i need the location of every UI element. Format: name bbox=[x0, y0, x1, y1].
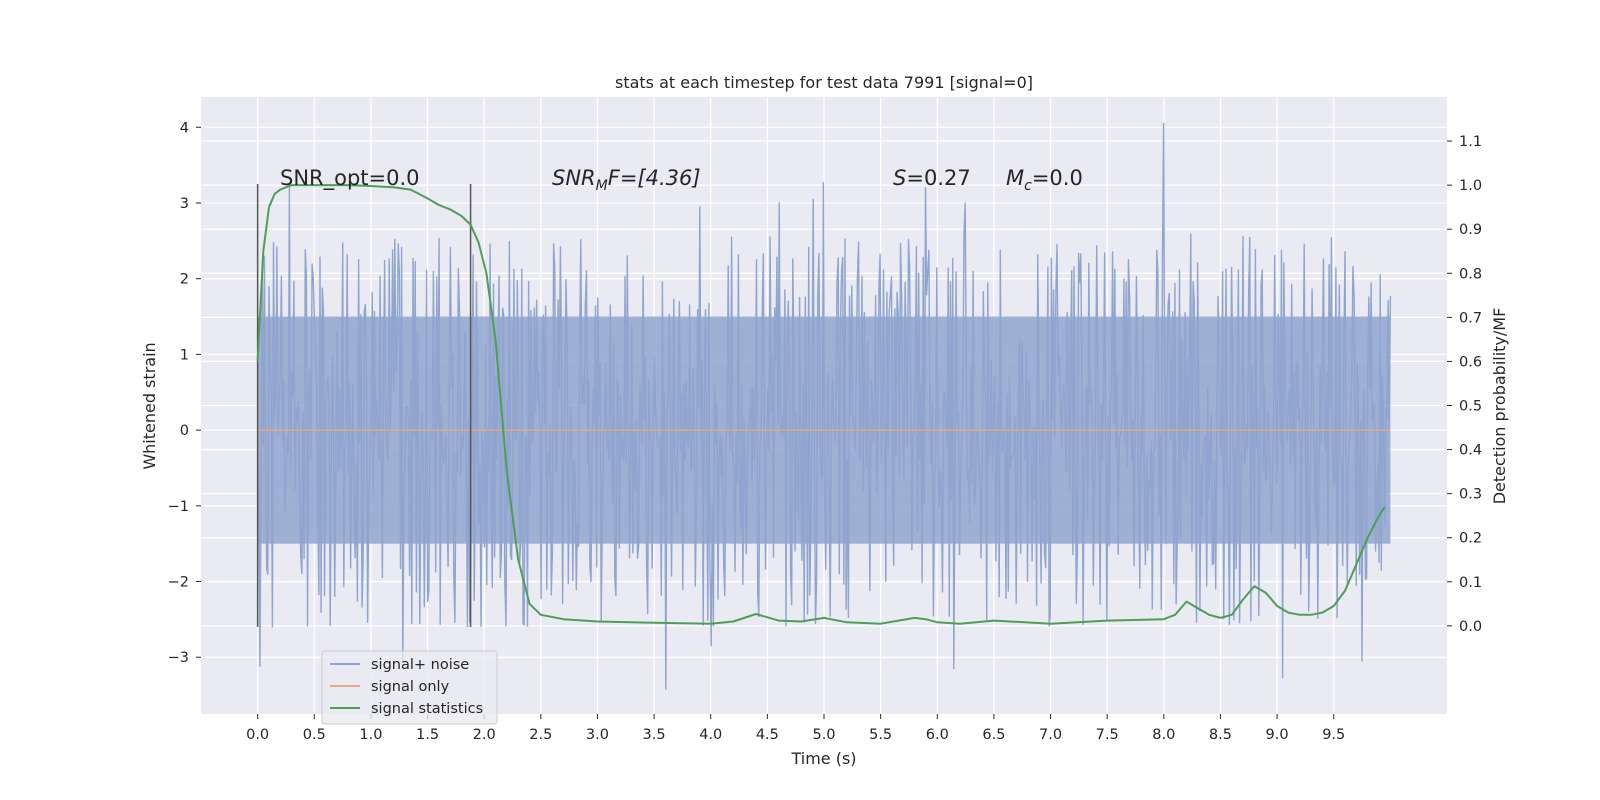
x-tick-label: 6.5 bbox=[982, 727, 1005, 743]
x-tick-label: 5.0 bbox=[812, 727, 835, 743]
y2-tick-label: 0.5 bbox=[1459, 399, 1482, 415]
y2-tick-label: 1.0 bbox=[1459, 178, 1482, 194]
y-tick-label: 1 bbox=[180, 347, 189, 363]
y-tick-label: −3 bbox=[168, 650, 189, 666]
chart-title: stats at each timestep for test data 799… bbox=[615, 73, 1033, 92]
x-tick-label: 2.0 bbox=[473, 727, 496, 743]
x-tick-label: 5.5 bbox=[869, 727, 892, 743]
x-tick-label: 0.0 bbox=[246, 727, 269, 743]
y2-tick-label: 0.1 bbox=[1459, 575, 1482, 591]
y2-tick-label: 0.7 bbox=[1459, 310, 1482, 326]
y-axis-left: −3 −2 −1 0 1 2 3 4 bbox=[168, 120, 201, 666]
y-axis-right: 0.0 0.1 0.2 0.3 0.4 0.5 0.6 0.7 0.8 0.9 1.0 1.1 bbox=[1447, 134, 1482, 635]
y2-tick-label: 0.8 bbox=[1459, 266, 1482, 282]
window-markers bbox=[256, 184, 472, 627]
x-tick-label: 8.0 bbox=[1152, 727, 1175, 743]
legend-label-noise: signal+ noise bbox=[371, 657, 469, 673]
x-tick-label: 1.0 bbox=[359, 727, 382, 743]
x-tick-label: 7.5 bbox=[1096, 727, 1119, 743]
annotation-s: S=0.27 bbox=[893, 166, 971, 190]
y2-tick-label: 1.1 bbox=[1459, 134, 1482, 150]
x-axis: 0.0 0.5 1.0 1.5 2.0 2.5 3.0 3.5 4.0 4.5 5.0 5.5 6.0 6… bbox=[246, 714, 1345, 743]
y2-tick-label: 0.6 bbox=[1459, 354, 1482, 370]
y-tick-label: 2 bbox=[180, 272, 189, 288]
y-axis-title: Whitened strain bbox=[140, 342, 159, 469]
series-signal-statistics bbox=[256, 184, 1386, 625]
x-tick-label: 1.5 bbox=[416, 727, 439, 743]
y2-axis-title: Detection probability/MF bbox=[1490, 308, 1509, 505]
y-tick-label: 0 bbox=[180, 423, 189, 439]
x-tick-label: 6.0 bbox=[926, 727, 949, 743]
annotation-snr-mf: SNRMF=[4.36] bbox=[552, 166, 701, 194]
y-tick-label: 3 bbox=[180, 196, 189, 212]
y-tick-label: −2 bbox=[168, 575, 189, 591]
x-tick-label: 3.0 bbox=[586, 727, 609, 743]
legend-label-statistics: signal statistics bbox=[371, 701, 483, 717]
y2-tick-label: 0.4 bbox=[1459, 443, 1482, 459]
y-tick-label: 4 bbox=[180, 120, 189, 136]
y2-tick-label: 0.9 bbox=[1459, 222, 1482, 238]
x-tick-label: 9.5 bbox=[1322, 727, 1345, 743]
x-axis-title: Time (s) bbox=[790, 749, 856, 768]
statistics-line bbox=[256, 184, 1386, 625]
legend-box bbox=[321, 650, 498, 725]
y2-tick-label: 0.2 bbox=[1459, 531, 1482, 547]
y2-tick-label: 0.3 bbox=[1459, 487, 1482, 503]
x-tick-label: 4.5 bbox=[756, 727, 779, 743]
x-tick-label: 9.0 bbox=[1266, 727, 1289, 743]
x-tick-label: 0.5 bbox=[303, 727, 326, 743]
x-tick-label: 8.5 bbox=[1209, 727, 1232, 743]
annotations: SNR_opt=0.0 SNRMF=[4.36] S=0.27 Mc=0.0 bbox=[280, 166, 1083, 194]
y-tick-label: −1 bbox=[168, 499, 189, 515]
x-tick-label: 3.5 bbox=[643, 727, 666, 743]
x-tick-label: 2.5 bbox=[529, 727, 552, 743]
legend-label-signal-only: signal only bbox=[371, 679, 450, 695]
annotation-mc: Mc=0.0 bbox=[1006, 166, 1083, 194]
x-tick-label: 4.0 bbox=[699, 727, 722, 743]
annotation-snr-opt: SNR_opt=0.0 bbox=[280, 166, 420, 191]
noise-line bbox=[256, 122, 1392, 690]
legend: signal+ noise signal only signal statist… bbox=[321, 650, 498, 725]
x-tick-label: 7.0 bbox=[1039, 727, 1062, 743]
y2-tick-label: 0.0 bbox=[1459, 619, 1482, 635]
